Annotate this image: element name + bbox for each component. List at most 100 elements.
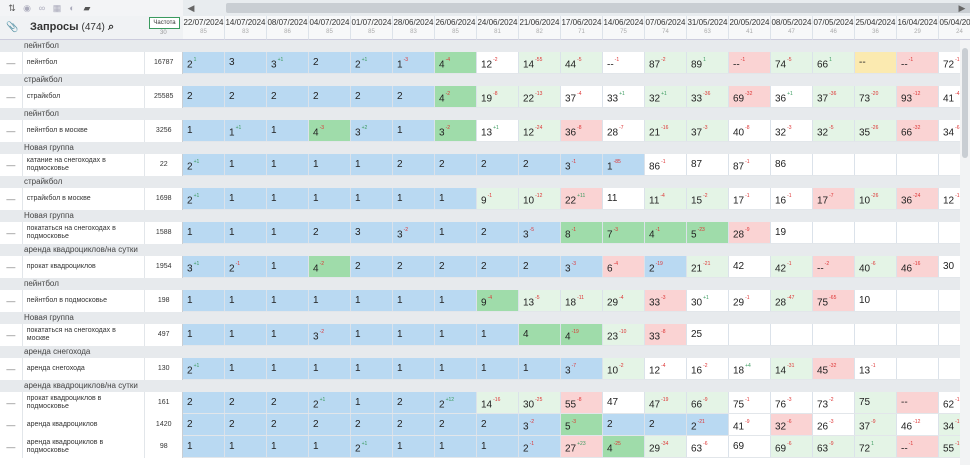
position-cell[interactable]: 76-3 (771, 392, 813, 413)
position-cell[interactable]: 30-25 (519, 392, 561, 413)
position-cell[interactable]: 4-25 (603, 436, 645, 457)
position-cell[interactable]: 63-6 (687, 436, 729, 457)
position-cell[interactable]: 63-9 (813, 436, 855, 457)
date-column-header[interactable]: 01/07/2024 85 (351, 16, 393, 40)
position-cell[interactable]: 11 (603, 188, 645, 209)
position-cell[interactable]: 10 (855, 290, 897, 311)
position-cell[interactable]: 5-3 (561, 414, 603, 435)
position-cell[interactable]: 29-4 (603, 290, 645, 311)
position-cell[interactable]: 2 (393, 256, 435, 277)
position-cell[interactable]: 35-26 (855, 120, 897, 141)
position-cell[interactable]: 1 (309, 358, 351, 379)
position-cell[interactable]: 66-9 (687, 392, 729, 413)
position-cell[interactable]: 2 (477, 222, 519, 243)
position-cell[interactable]: 3 (351, 222, 393, 243)
position-cell[interactable]: 5-23 (687, 222, 729, 243)
position-cell[interactable]: ---1 (897, 52, 939, 73)
pin-icon[interactable]: 📎 (6, 22, 19, 33)
position-cell[interactable]: 19-8 (477, 86, 519, 107)
position-cell[interactable]: 1 (225, 358, 267, 379)
collapse-icon[interactable]: — (0, 86, 23, 108)
keyword-label[interactable]: страйкбол в москве (23, 188, 146, 210)
position-cell[interactable]: 2 (183, 414, 225, 435)
position-cell[interactable]: 40-6 (855, 256, 897, 277)
position-cell[interactable]: 1 (309, 188, 351, 209)
position-cell[interactable]: 75-1 (729, 392, 771, 413)
position-cell[interactable]: 3-2 (435, 120, 477, 141)
position-cell[interactable]: 32-5 (813, 120, 855, 141)
position-cell[interactable]: 86 (771, 154, 813, 175)
position-cell[interactable]: 1 (309, 290, 351, 311)
position-cell[interactable]: 2-1 (225, 256, 267, 277)
position-cell[interactable]: 2+1 (351, 436, 393, 457)
position-cell[interactable]: 1 (267, 358, 309, 379)
date-column-header[interactable]: 04/07/2024 85 (309, 16, 351, 40)
link-icon[interactable]: ∞ (38, 3, 46, 13)
date-column-header[interactable]: 07/06/2024 74 (645, 16, 687, 40)
keyword-label[interactable]: аренда квадроциклов (23, 414, 146, 436)
position-cell[interactable]: ---1 (729, 52, 771, 73)
position-cell[interactable] (897, 222, 939, 243)
position-cell[interactable]: 6-4 (603, 256, 645, 277)
position-cell[interactable]: ---1 (897, 436, 939, 457)
position-cell[interactable]: 1 (435, 436, 477, 457)
position-cell[interactable]: 44-5 (561, 52, 603, 73)
position-cell[interactable]: 33-3 (645, 290, 687, 311)
position-cell[interactable]: 2 (225, 392, 267, 413)
position-cell[interactable]: 73-20 (855, 86, 897, 107)
scrollbar-thumb[interactable] (226, 3, 970, 13)
position-cell[interactable]: ---1 (603, 52, 645, 73)
position-cell[interactable]: 17-7 (813, 188, 855, 209)
collapse-icon[interactable]: — (0, 188, 23, 210)
position-cell[interactable]: 26-3 (813, 414, 855, 435)
position-cell[interactable]: 2+1 (183, 188, 225, 209)
position-cell[interactable]: 2-19 (645, 256, 687, 277)
position-cell[interactable]: 2 (393, 414, 435, 435)
position-cell[interactable] (771, 324, 813, 345)
position-cell[interactable] (813, 154, 855, 175)
position-cell[interactable]: 28-47 (771, 290, 813, 311)
position-cell[interactable]: 1 (225, 290, 267, 311)
position-cell[interactable]: 2 (477, 154, 519, 175)
position-cell[interactable]: 10-26 (855, 188, 897, 209)
frequency-column-header[interactable]: Частота (149, 17, 180, 29)
position-cell[interactable]: 661 (813, 52, 855, 73)
date-column-header[interactable]: 21/06/2024 82 (519, 16, 561, 40)
collapse-icon[interactable]: — (0, 358, 23, 380)
position-cell[interactable]: 22+11 (561, 188, 603, 209)
position-cell[interactable]: 18+4 (729, 358, 771, 379)
position-cell[interactable]: 891 (687, 52, 729, 73)
position-cell[interactable]: 1 (477, 358, 519, 379)
position-cell[interactable]: 9-4 (477, 290, 519, 311)
position-cell[interactable] (897, 290, 939, 311)
horizontal-scrollbar[interactable]: ◀ ▶ (183, 0, 970, 16)
position-cell[interactable]: 1 (519, 358, 561, 379)
position-cell[interactable]: 2 (351, 414, 393, 435)
position-cell[interactable]: 2 (183, 392, 225, 413)
position-cell[interactable]: 37-36 (813, 86, 855, 107)
position-cell[interactable]: 10-12 (519, 188, 561, 209)
position-cell[interactable]: 1+1 (225, 120, 267, 141)
position-cell[interactable]: 1 (267, 256, 309, 277)
position-cell[interactable]: 2+1 (183, 154, 225, 175)
position-cell[interactable]: 87-2 (645, 52, 687, 73)
position-cell[interactable]: 69-6 (771, 436, 813, 457)
position-cell[interactable]: 1 (351, 324, 393, 345)
position-cell[interactable]: 33-8 (645, 324, 687, 345)
position-cell[interactable]: 3+1 (267, 52, 309, 73)
position-cell[interactable] (813, 324, 855, 345)
position-cell[interactable]: 45-32 (813, 358, 855, 379)
position-cell[interactable]: 1 (435, 290, 477, 311)
collapse-icon[interactable]: — (0, 52, 23, 74)
date-column-header[interactable]: 14/06/2024 75 (603, 16, 645, 40)
position-cell[interactable]: 2 (477, 256, 519, 277)
position-cell[interactable] (897, 324, 939, 345)
position-cell[interactable]: 73-2 (813, 392, 855, 413)
position-cell[interactable]: 2 (309, 86, 351, 107)
position-cell[interactable]: ---2 (813, 256, 855, 277)
position-cell[interactable]: 1 (225, 222, 267, 243)
position-cell[interactable]: 55-8 (561, 392, 603, 413)
date-column-header[interactable]: 28/06/2024 83 (393, 16, 435, 40)
position-cell[interactable] (897, 358, 939, 379)
position-cell[interactable]: 2+1 (309, 392, 351, 413)
